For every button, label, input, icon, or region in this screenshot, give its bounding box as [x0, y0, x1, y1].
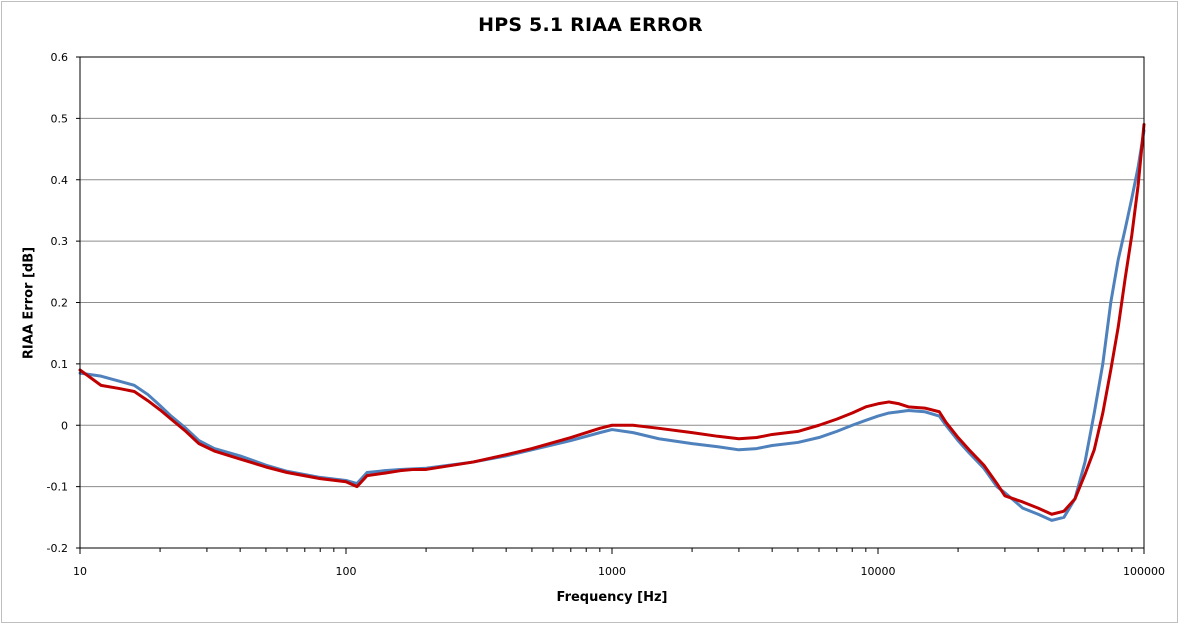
series-line-1 [78, 129, 1146, 522]
y-tick-label: 0.5 [51, 112, 69, 125]
y-tick-label: 0.2 [51, 297, 69, 310]
y-tick-label: 0 [61, 419, 68, 432]
series-line-2 [78, 123, 1146, 516]
chart-title: HPS 5.1 RIAA ERROR [478, 14, 703, 36]
y-tick-label: 0.6 [51, 51, 69, 64]
x-axis-label: Frequency [Hz] [556, 590, 668, 605]
x-tick-label: 1000 [598, 565, 626, 578]
x-tick-label: 100 [336, 565, 357, 578]
y-tick-label: -0.1 [47, 481, 68, 494]
x-tick-label: 100000 [1123, 565, 1165, 578]
y-tick-label: 0.3 [51, 235, 69, 248]
y-tick-label: 0.1 [51, 358, 69, 371]
y-tick-label: -0.2 [47, 542, 68, 555]
x-tick-label: 10000 [861, 565, 896, 578]
x-tick-label: 10 [73, 565, 87, 578]
y-tick-label: 0.4 [51, 174, 69, 187]
